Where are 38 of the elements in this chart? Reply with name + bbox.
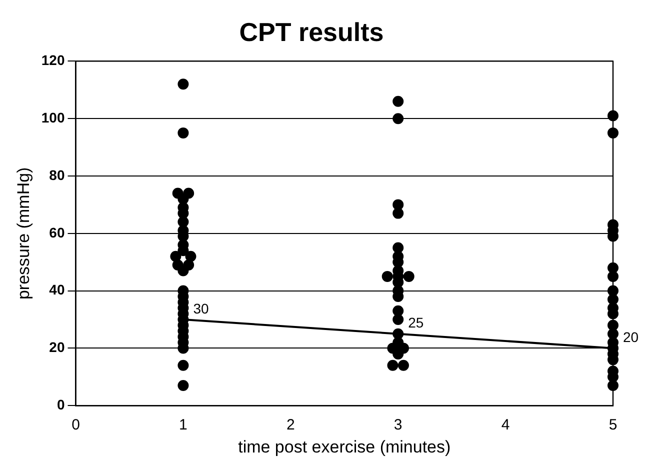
point: [382, 270, 393, 282]
data-label: 30: [193, 300, 209, 316]
point: [387, 360, 398, 371]
point: [178, 380, 189, 392]
point: [392, 208, 404, 219]
point: [185, 250, 196, 262]
y-axis-title: pressure (mmHg): [14, 167, 33, 300]
y-tick-label: 80: [49, 166, 65, 183]
point: [403, 270, 414, 282]
point: [392, 113, 404, 124]
y-tick-label: 40: [49, 282, 65, 298]
x-axis-title: time post exercise (minutes): [238, 437, 451, 456]
y-tick-label: 60: [49, 224, 65, 240]
point: [398, 360, 409, 371]
chart-title: CPT results: [239, 16, 384, 47]
point: [608, 380, 618, 392]
point: [608, 127, 618, 138]
data-label: 25: [408, 314, 424, 331]
point: [178, 265, 189, 276]
x-tick-label: 4: [501, 416, 510, 434]
y-tick-label: 0: [56, 396, 65, 412]
point: [392, 314, 404, 325]
point: [608, 270, 618, 282]
point: [392, 348, 404, 360]
x-tick-label: 1: [179, 416, 188, 434]
point: [178, 360, 189, 371]
data-label: 20: [623, 329, 639, 346]
point: [170, 250, 182, 262]
point: [178, 78, 189, 90]
point: [392, 96, 404, 107]
y-tick-label: 120: [41, 52, 65, 68]
x-tick-label: 2: [286, 416, 295, 434]
x-tick-label: 0: [72, 416, 80, 434]
x-tick-label: 3: [394, 416, 402, 434]
y-tick-label: 20: [49, 339, 65, 356]
point: [178, 127, 189, 138]
y-tick-label: 100: [41, 109, 65, 126]
x-tick-label: 5: [608, 416, 618, 434]
